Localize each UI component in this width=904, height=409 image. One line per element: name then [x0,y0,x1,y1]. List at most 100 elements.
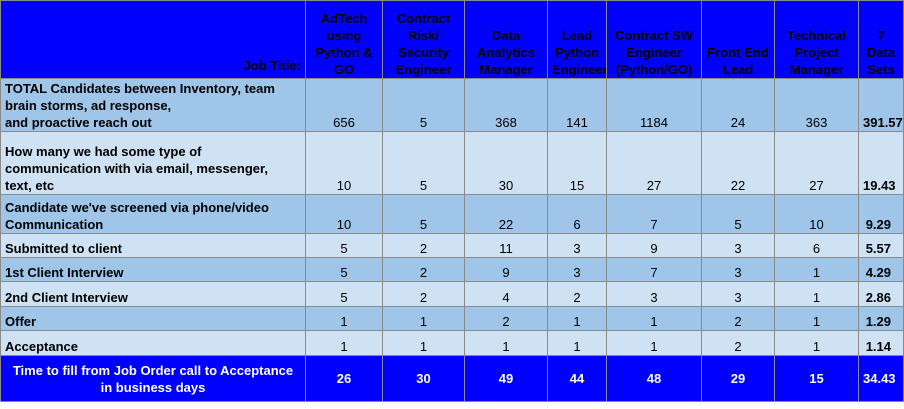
column-header-line: Sets [867,62,895,77]
row-label-line: How many we had some type of [5,144,202,159]
row-label: Offer [0,306,306,331]
row-label-line: TOTAL Candidates between Inventory, team [5,81,275,96]
table-cell: 5 [701,194,775,234]
column-header-line: Manager [479,62,533,77]
column-header-line: Engineer [552,62,607,77]
table-cell: 363 [774,78,859,132]
column-header-line: 7 Data [866,28,896,60]
table-cell: 1 [464,330,548,356]
table-cell: 3 [547,233,607,258]
table-cell: 27 [606,131,702,195]
table-row: 1st Client Interview 5 2 9 3 7 3 1 4.29 [0,257,904,282]
table-body: TOTAL Candidates between Inventory, team… [0,78,904,402]
row-label-line: and proactive reach out [5,115,152,130]
column-header-line: AdTech [320,11,368,26]
row-label: Candidate we've screened via phone/video… [0,194,306,234]
table-cell: 27 [774,131,859,195]
column-header-contract-risk: Contract Risk/Security Engineer [382,0,465,79]
table-cell: 5 [382,131,465,195]
table-cell: 22 [464,194,548,234]
table-cell: 1 [305,306,383,331]
table-cell: 3 [701,281,775,307]
table-cell: 2 [547,281,607,307]
time-to-fill-cell: 48 [606,355,702,402]
table-cell: 7 [606,194,702,234]
column-header-line: using [326,28,362,43]
average-cell: 1.14 [858,330,904,356]
table-cell: 1 [774,281,859,307]
table-cell: 2 [701,330,775,356]
time-to-fill-cell: 15 [774,355,859,402]
column-header-line: Engineer [395,62,452,77]
table-cell: 5 [305,257,383,282]
table-cell: 1 [774,306,859,331]
row-label-line: Acceptance [5,339,78,354]
row-label-line: text, etc [5,178,55,193]
row-label: Acceptance [0,330,306,356]
time-to-fill-cell: 29 [701,355,775,402]
column-header-line: GO [333,62,355,77]
table-cell: 9 [606,233,702,258]
table-cell: 656 [305,78,383,132]
row-label-line: Candidate we've screened via phone/video [5,200,269,215]
row-label-line: Time to fill from Job Order call to Acce… [12,362,294,378]
table-cell: 10 [305,131,383,195]
column-header-line: Engineer [626,45,682,60]
time-to-fill-cell: 26 [305,355,383,402]
row-label-line: Communication [5,217,104,232]
table-cell: 24 [701,78,775,132]
row-label: TOTAL Candidates between Inventory, team… [0,78,306,132]
average-cell: 391.57 [858,78,904,132]
table-cell: 5 [305,233,383,258]
time-to-fill-cell: 30 [382,355,465,402]
column-header-line: Lead [722,62,754,77]
column-header-line: Analytics [477,45,535,60]
average-cell: 2.86 [858,281,904,307]
table-row: Submitted to client 5 2 11 3 9 3 6 5.57 [0,233,904,258]
column-header-contract-sw: Contract SW Engineer (Python/GO) [606,0,702,79]
average-cell: 19.43 [858,131,904,195]
table-cell: 2 [701,306,775,331]
row-label-line: 1st Client Interview [5,265,124,280]
column-header-line: Security [397,45,450,60]
average-cell: 9.29 [858,194,904,234]
time-to-fill-cell: 49 [464,355,548,402]
column-header-line: Lead [561,28,593,43]
table-cell: 5 [382,194,465,234]
table-cell: 368 [464,78,548,132]
job-title-label: Job Title: [0,0,306,79]
table-cell: 1184 [606,78,702,132]
row-label: Time to fill from Job Order call to Acce… [0,355,306,402]
table-cell: 10 [774,194,859,234]
column-header-line: Project [794,45,839,60]
table-cell: 1 [547,330,607,356]
time-to-fill-cell: 44 [547,355,607,402]
table-row: Candidate we've screened via phone/video… [0,194,904,234]
table-row: Offer 1 1 2 1 1 2 1 1.29 [0,306,904,331]
table-cell: 1 [305,330,383,356]
column-header-technical-pm: Technical Project Manager [774,0,859,79]
table-cell: 1 [382,330,465,356]
table-cell: 7 [606,257,702,282]
row-label-line: Submitted to client [5,241,122,256]
table-cell: 3 [701,233,775,258]
table-row: TOTAL Candidates between Inventory, team… [0,78,904,132]
column-header-line: Python [554,45,600,60]
table-cell: 9 [464,257,548,282]
row-label: Submitted to client [0,233,306,258]
column-header-front-end: Front End Lead [701,0,775,79]
column-header-adtech: AdTech using Python & GO [305,0,383,79]
table-cell: 2 [464,306,548,331]
row-label-line: 2nd Client Interview [5,290,128,305]
row-label: How many we had some type of communicatio… [0,131,306,195]
column-header-line: Python & [315,45,373,60]
row-label-line: Offer [5,314,37,329]
table-cell: 3 [701,257,775,282]
row-label-line: in business days [100,379,206,395]
column-header-line: Risk/ [407,28,440,43]
table-cell: 10 [305,194,383,234]
table-cell: 5 [305,281,383,307]
time-to-fill-row: Time to fill from Job Order call to Acce… [0,355,904,402]
table-cell: 5 [382,78,465,132]
